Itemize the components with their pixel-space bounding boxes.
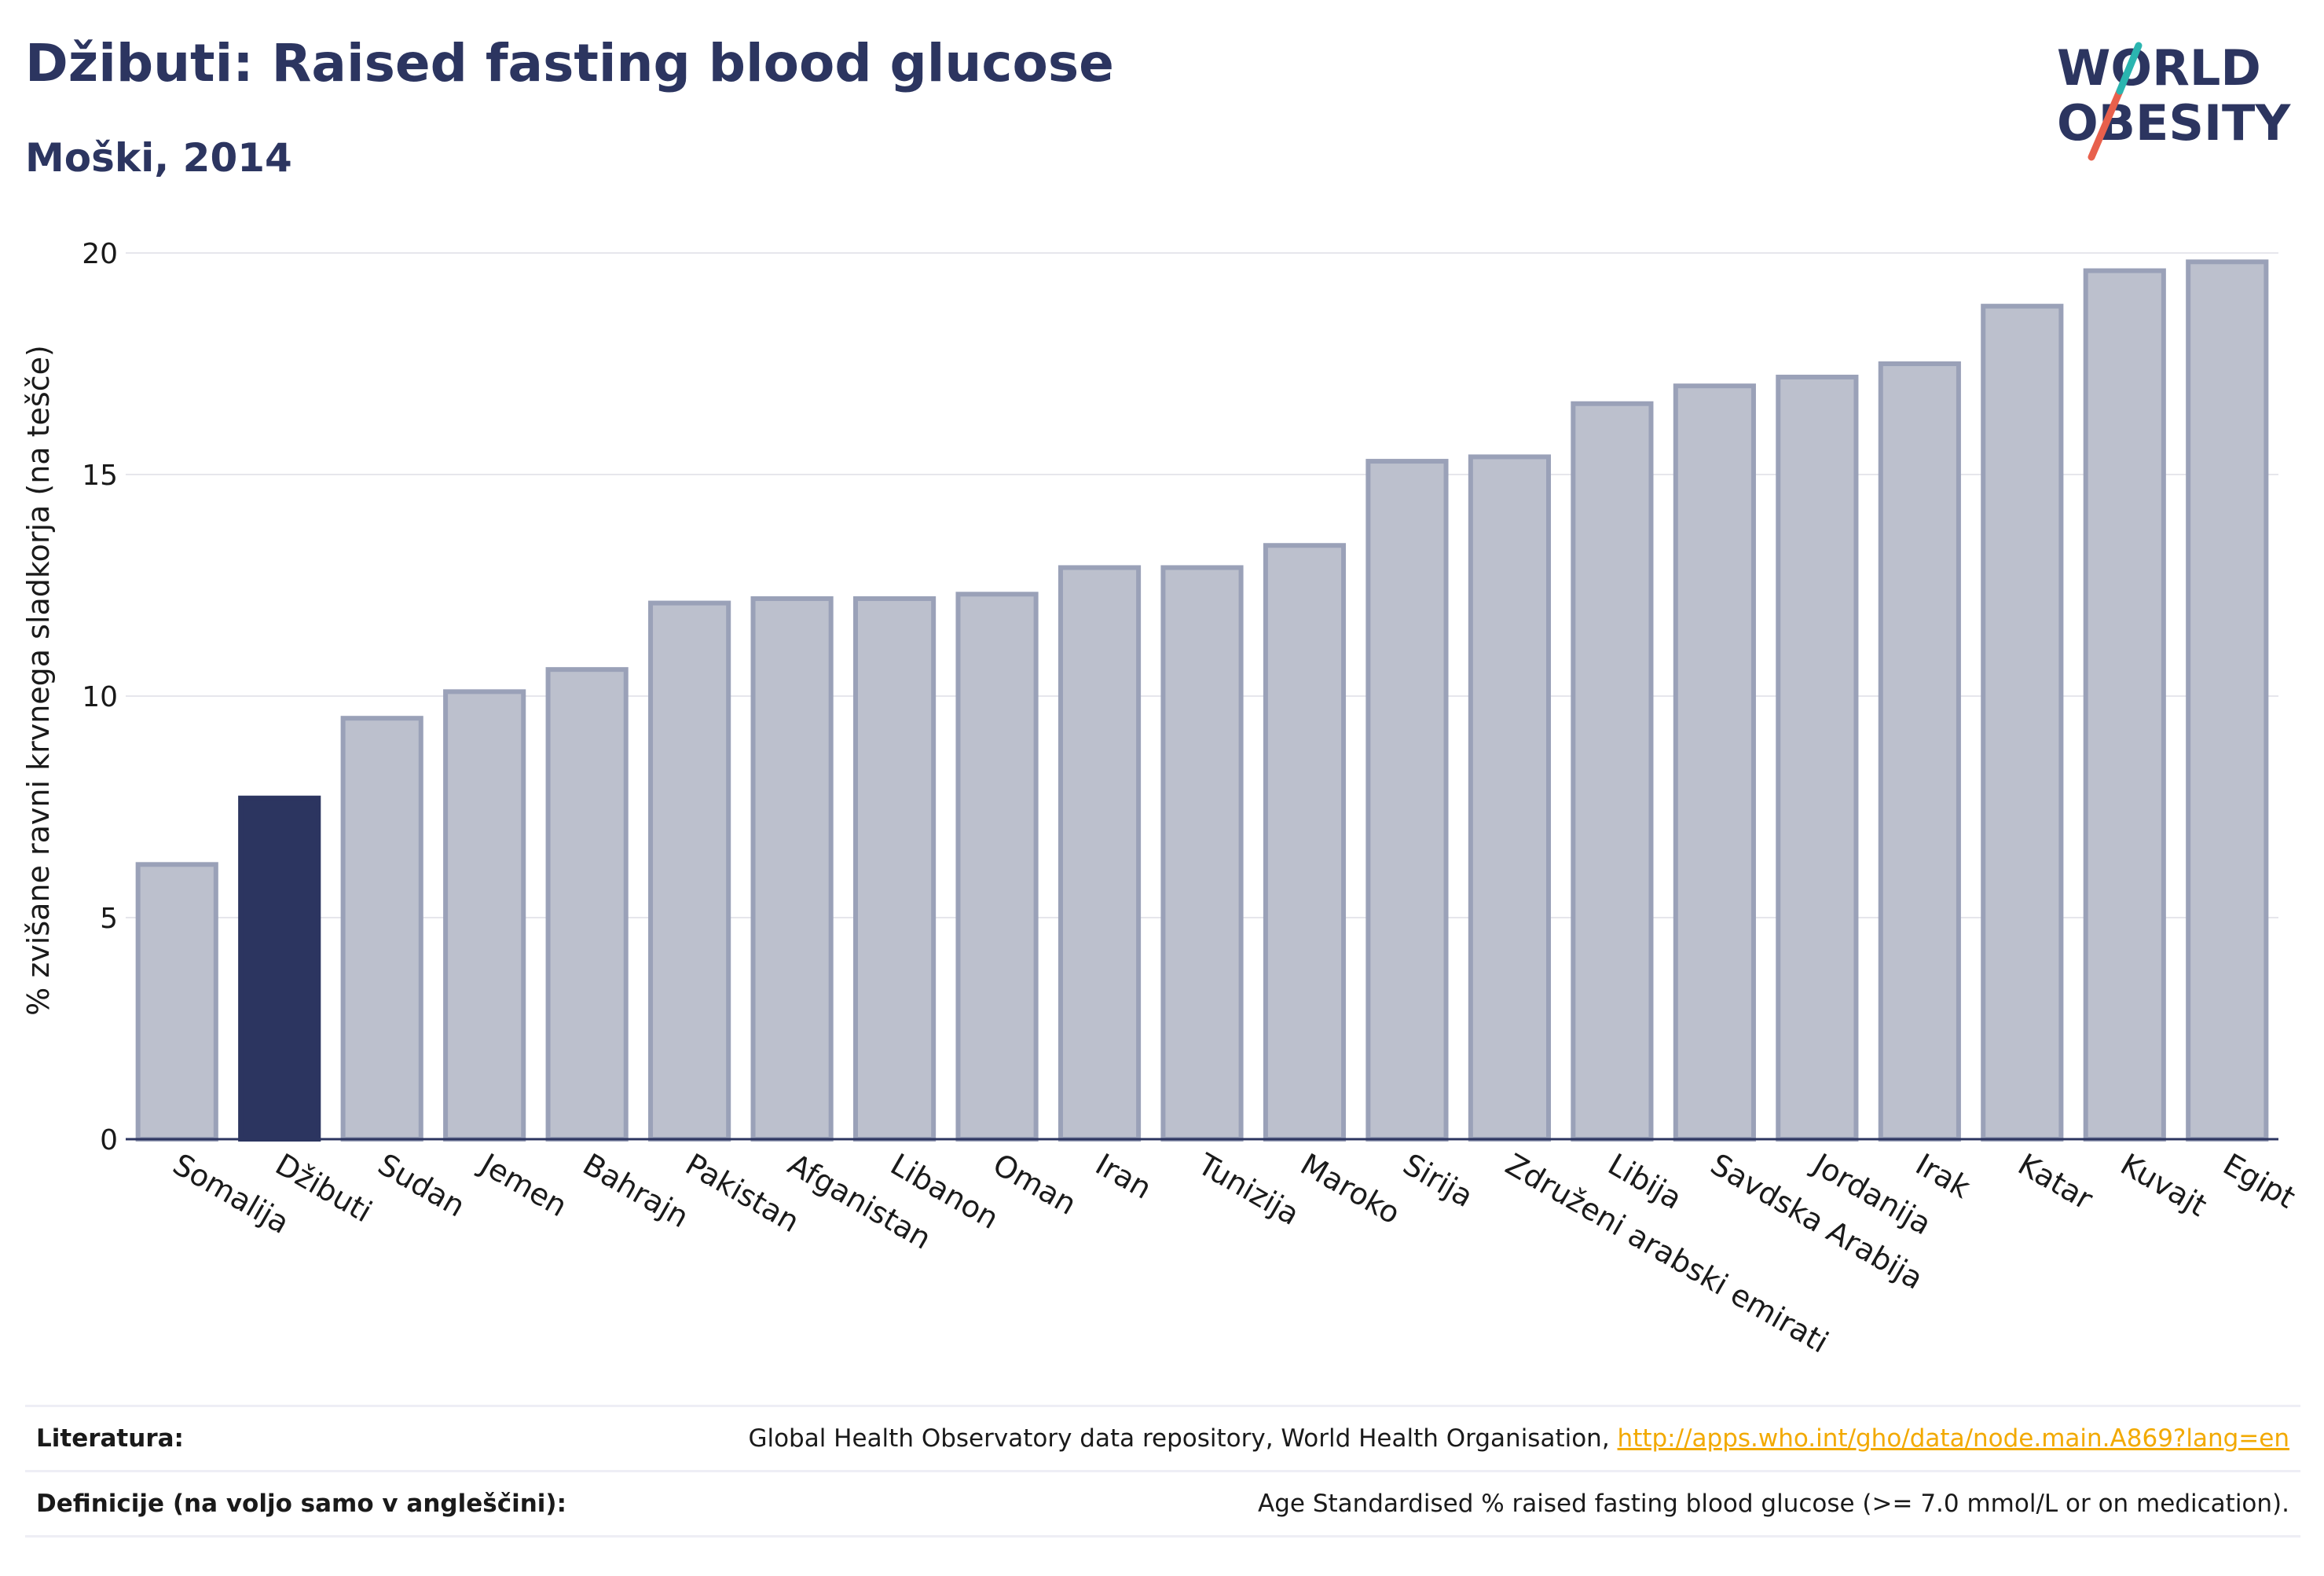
x-tick-label: Katar (2012, 1147, 2099, 1217)
bar-maroko (1263, 543, 1347, 1142)
bar-jordanija (1776, 374, 1859, 1142)
bar-tunizija (1160, 565, 1244, 1142)
x-tick-label: Irak (1910, 1147, 1976, 1205)
x-tick-label: Kuvajt (2115, 1147, 2212, 1223)
x-tick-label: Bahrajn (577, 1147, 695, 1235)
bar-pakistan (648, 600, 731, 1142)
references-value: Global Health Observatory data repositor… (748, 1424, 2300, 1453)
bar-oman (955, 592, 1039, 1142)
footer: Literatura: Global Health Observatory da… (25, 1405, 2300, 1538)
x-tick-label: Egipt (2217, 1147, 2301, 1215)
x-tick-label: Sudan (372, 1147, 471, 1224)
bar-somalija (135, 862, 218, 1142)
logo-slash-teal (2116, 42, 2143, 95)
bar-libija (1571, 401, 1654, 1142)
y-tick-label: 10 (82, 681, 118, 713)
bar-libanon (852, 596, 937, 1142)
y-tick-label: 5 (100, 903, 118, 935)
definitions-value: Age Standardised % raised fasting blood … (1258, 1490, 2289, 1518)
bar-egipt (2186, 259, 2269, 1142)
y-tick-label: 0 (100, 1124, 118, 1156)
logo-slash-red (2088, 87, 2124, 161)
bar-jemen (443, 689, 526, 1142)
x-tick-label: Jemen (473, 1146, 573, 1224)
world-obesity-logo: WORLD OBESITY (2057, 39, 2291, 161)
y-axis-title: % zvišane ravni krvnega sladkorja (na te… (21, 345, 56, 1016)
y-axis-ticks: 0 5 10 15 20 (82, 238, 118, 1156)
x-tick-label: Somalija (167, 1147, 295, 1241)
bar-savdska-arabija (1673, 383, 1756, 1142)
y-tick-label: 15 (82, 460, 118, 492)
x-tick-label: Maroko (1295, 1147, 1406, 1231)
references-link[interactable]: http://apps.who.int/gho/data/node.main.A… (1617, 1424, 2289, 1453)
page-subtitle: Moški, 2014 (25, 135, 292, 181)
x-tick-label: Iran (1090, 1147, 1157, 1206)
bar-sudan (340, 716, 423, 1142)
y-tick-label: 20 (82, 238, 118, 270)
definitions-row: Definicije (na voljo samo v angleščini):… (25, 1470, 2300, 1538)
bar-kuvajt (2083, 268, 2166, 1142)
logo-line1: WORLD (2057, 39, 2261, 97)
references-label: Literatura: (36, 1424, 184, 1453)
bar-džibuti (238, 795, 321, 1142)
bar-iran (1058, 565, 1142, 1142)
x-tick-label: Pakistan (680, 1147, 805, 1240)
definitions-label: Definicije (na voljo samo v angleščini): (36, 1490, 566, 1518)
bar-sirija (1365, 459, 1449, 1142)
page-title: Džibuti: Raised fasting blood glucose (25, 33, 1114, 93)
bar-bahrajn (545, 667, 629, 1142)
bar-združeni-arabski-emirati (1468, 454, 1552, 1142)
bar-katar (1981, 303, 2064, 1142)
bar-irak (1878, 361, 1961, 1142)
references-row: Literatura: Global Health Observatory da… (25, 1405, 2300, 1470)
bar-afganistan (750, 596, 834, 1142)
x-tick-label: Sirija (1397, 1147, 1479, 1214)
x-tick-label: Tunizija (1192, 1146, 1306, 1232)
bars (135, 259, 2269, 1142)
references-text: Global Health Observatory data repositor… (748, 1424, 1618, 1453)
